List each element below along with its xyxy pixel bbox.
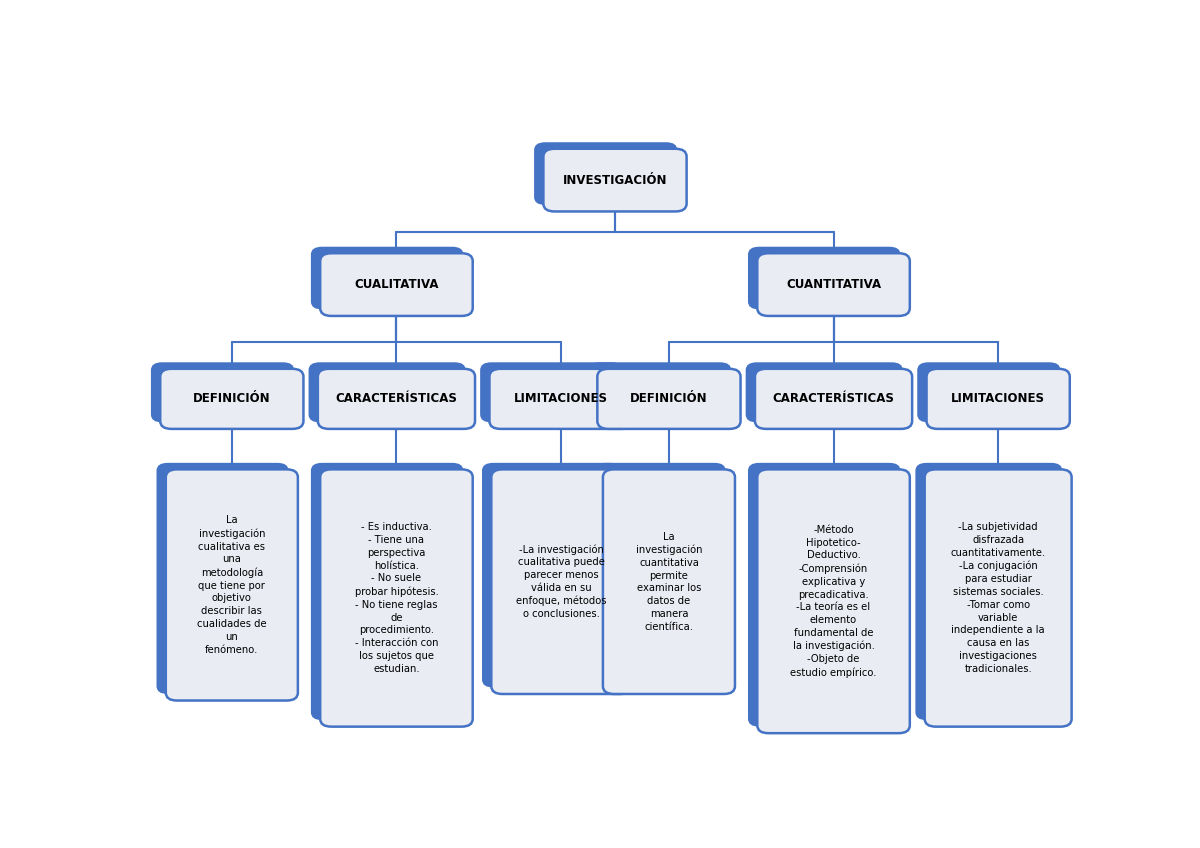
- FancyBboxPatch shape: [602, 470, 734, 694]
- FancyBboxPatch shape: [311, 247, 463, 310]
- FancyBboxPatch shape: [598, 369, 740, 429]
- Text: -Método
Hipotetico-
Deductivo.
-Comprensión
explicativa y
precadicativa.
-La teo: -Método Hipotetico- Deductivo. -Comprens…: [791, 525, 877, 678]
- Text: La
investigación
cualitativa es
una
metodología
que tiene por
objetivo
describir: La investigación cualitativa es una meto…: [197, 516, 266, 655]
- FancyBboxPatch shape: [161, 369, 304, 429]
- Text: - Es inductiva.
- Tiene una
perspectiva
holística.
- No suele
probar hipótesis.
: - Es inductiva. - Tiene una perspectiva …: [354, 522, 438, 674]
- Text: CUALITATIVA: CUALITATIVA: [354, 278, 439, 291]
- FancyBboxPatch shape: [748, 463, 900, 727]
- Text: La
investigación
cuantitativa
permite
examinar los
datos de
manera
científica.: La investigación cuantitativa permite ex…: [636, 532, 702, 632]
- Text: DEFINICIÓN: DEFINICIÓN: [630, 393, 708, 405]
- FancyBboxPatch shape: [491, 470, 631, 694]
- FancyBboxPatch shape: [151, 362, 294, 422]
- Text: CUANTITATIVA: CUANTITATIVA: [786, 278, 881, 291]
- Text: LIMITACIONES: LIMITACIONES: [952, 393, 1045, 405]
- FancyBboxPatch shape: [318, 369, 475, 429]
- FancyBboxPatch shape: [534, 142, 677, 205]
- FancyBboxPatch shape: [544, 148, 686, 211]
- FancyBboxPatch shape: [588, 362, 731, 422]
- FancyBboxPatch shape: [745, 362, 902, 422]
- FancyBboxPatch shape: [755, 369, 912, 429]
- Text: DEFINICIÓN: DEFINICIÓN: [193, 393, 271, 405]
- FancyBboxPatch shape: [748, 247, 900, 310]
- FancyBboxPatch shape: [917, 362, 1061, 422]
- FancyBboxPatch shape: [594, 463, 726, 688]
- FancyBboxPatch shape: [311, 463, 463, 720]
- Text: INVESTIGACIÓN: INVESTIGACIÓN: [563, 174, 667, 187]
- FancyBboxPatch shape: [757, 254, 910, 316]
- FancyBboxPatch shape: [482, 463, 622, 688]
- Text: -La investigación
cualitativa puede
parecer menos
válida en su
enfoque, métodos
: -La investigación cualitativa puede pare…: [516, 544, 606, 619]
- FancyBboxPatch shape: [480, 362, 623, 422]
- Text: CARACTERÍSTICAS: CARACTERÍSTICAS: [336, 393, 457, 405]
- FancyBboxPatch shape: [320, 254, 473, 316]
- FancyBboxPatch shape: [926, 369, 1069, 429]
- FancyBboxPatch shape: [490, 369, 632, 429]
- FancyBboxPatch shape: [308, 362, 466, 422]
- FancyBboxPatch shape: [166, 470, 298, 700]
- FancyBboxPatch shape: [925, 470, 1072, 727]
- FancyBboxPatch shape: [156, 463, 288, 694]
- Text: CARACTERÍSTICAS: CARACTERÍSTICAS: [773, 393, 894, 405]
- FancyBboxPatch shape: [320, 470, 473, 727]
- FancyBboxPatch shape: [757, 470, 910, 734]
- Text: LIMITACIONES: LIMITACIONES: [514, 393, 608, 405]
- FancyBboxPatch shape: [916, 463, 1062, 720]
- Text: -La subjetividad
disfrazada
cuantitativamente.
-La conjugación
para estudiar
sis: -La subjetividad disfrazada cuantitativa…: [950, 522, 1045, 674]
